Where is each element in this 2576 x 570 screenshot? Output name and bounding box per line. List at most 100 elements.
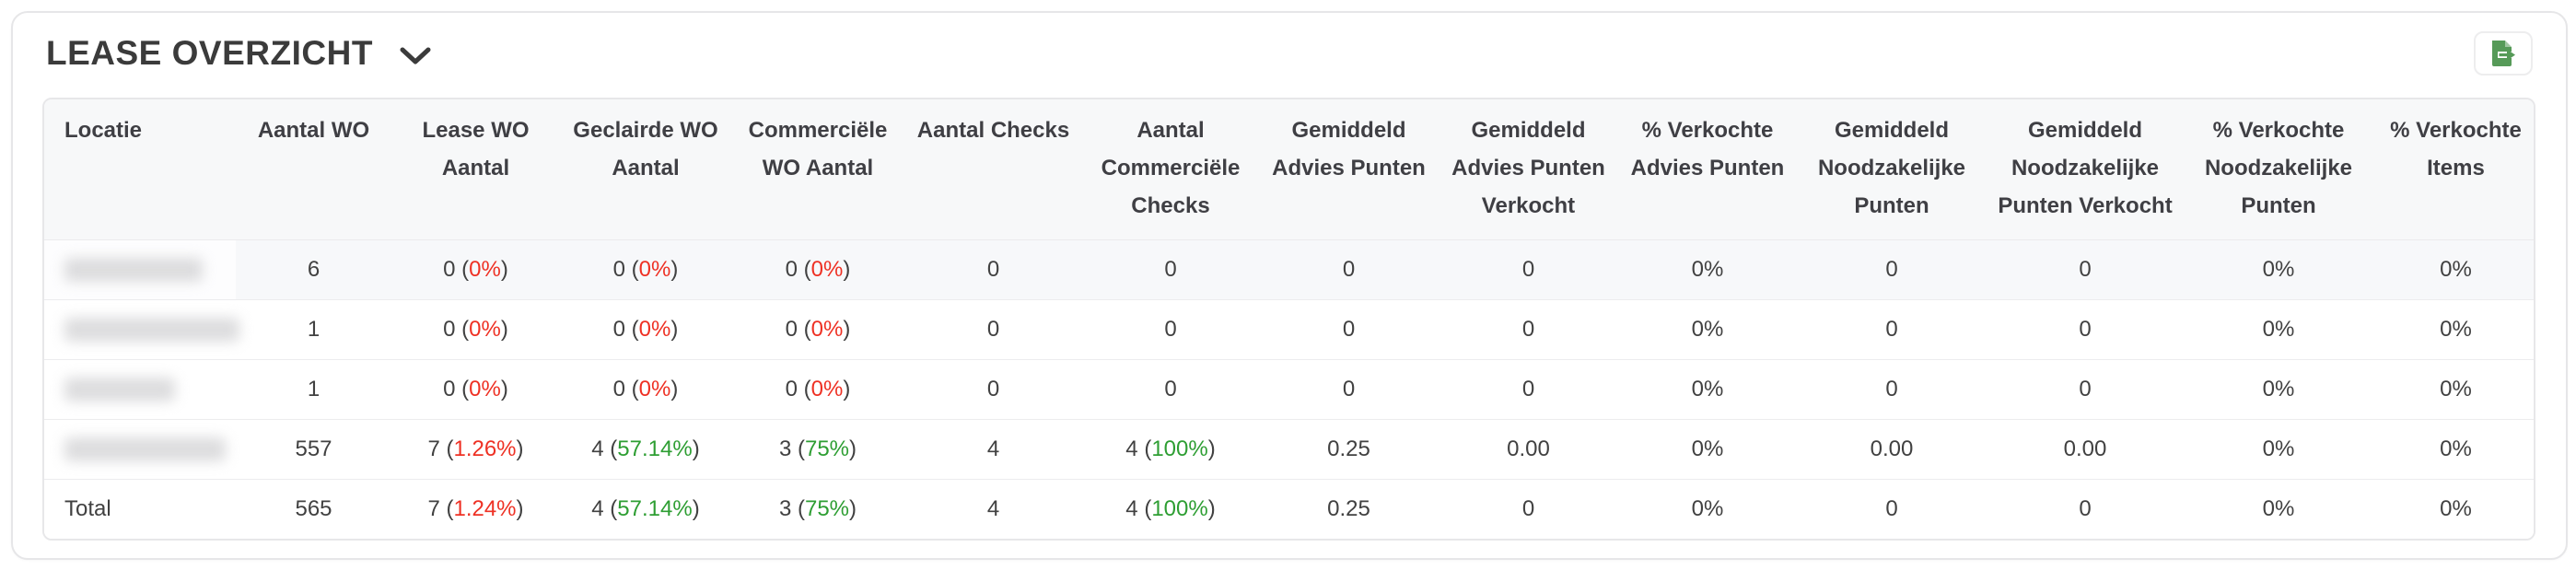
table-cell: 0% <box>2184 419 2373 480</box>
export-button[interactable] <box>2474 31 2533 76</box>
table-cell: 0% <box>1618 359 1797 420</box>
table-cell: 0% <box>2184 359 2373 420</box>
table-cell: 0 (0%) <box>731 239 904 300</box>
cell-count: 4 ( <box>1125 436 1152 462</box>
chevron-down-icon <box>400 47 431 64</box>
cell-count: 0 ( <box>443 377 470 402</box>
cell-count: 3 ( <box>778 436 805 462</box>
lease-table: Locatie Aantal WO Lease WO Aantal Geclairde… <box>42 98 2535 541</box>
table-cell: 0 <box>1987 359 2184 420</box>
cell-paren: ) <box>516 436 524 462</box>
cell-paren: ) <box>692 496 700 522</box>
cell-count: 0 ( <box>612 257 639 283</box>
cell-paren: ) <box>1207 436 1216 462</box>
table-cell: 1 <box>236 359 391 420</box>
total-cell: 0.25 <box>1259 479 1439 540</box>
table-cell: 0 (0%) <box>560 359 731 420</box>
cell-percentage: 0% <box>469 317 501 343</box>
cell-paren: ) <box>1207 496 1216 522</box>
total-row: Total 565 7 (1.24%) 4 (57.14%) 3 (75%) 4 4 (10… <box>44 479 2534 540</box>
location-name-redacted <box>64 378 175 402</box>
column-header-geclairde-wo-aantal: Geclairde WO Aantal <box>560 99 731 241</box>
table-cell: 0 <box>1987 299 2184 360</box>
total-cell: 3 (75%) <box>731 479 904 540</box>
total-cell: 0 <box>1987 479 2184 540</box>
cell-percentage: 100% <box>1151 436 1208 462</box>
table-cell: 0 <box>1987 239 2184 300</box>
table-cell: 0 <box>1439 239 1618 300</box>
table-cell: 0 <box>904 299 1082 360</box>
panel-title: LEASE OVERZICHT <box>46 34 373 72</box>
cell-percentage: 57.14% <box>617 496 693 522</box>
table-cell: 0 (0%) <box>391 359 560 420</box>
table-cell: 0 (0%) <box>731 359 904 420</box>
table-cell: 0% <box>2373 299 2534 360</box>
location-cell <box>44 239 236 300</box>
column-header-lease-wo-aantal: Lease WO Aantal <box>391 99 560 241</box>
cell-percentage: 75% <box>804 496 850 522</box>
cell-percentage: 100% <box>1151 496 1208 522</box>
cell-percentage: 1.24% <box>453 496 517 522</box>
table-cell: 0 (0%) <box>560 239 731 300</box>
cell-paren: ) <box>849 436 857 462</box>
cell-paren: ) <box>670 257 679 283</box>
lease-overview-table: Locatie Aantal WO Lease WO Aantal Geclairde… <box>44 99 2534 540</box>
cell-paren: ) <box>849 496 857 522</box>
table-cell: 0 <box>1439 299 1618 360</box>
table-cell: 0% <box>1618 299 1797 360</box>
table-cell: 0 (0%) <box>391 239 560 300</box>
table-cell: 0 <box>1797 359 1987 420</box>
table-cell: 4 (100%) <box>1082 419 1259 480</box>
cell-paren: ) <box>500 377 508 402</box>
total-cell: 0 <box>1439 479 1618 540</box>
cell-count: 7 ( <box>427 436 454 462</box>
total-cell: 4 (57.14%) <box>560 479 731 540</box>
cell-percentage: 0% <box>469 257 501 283</box>
table-cell: 0 <box>904 239 1082 300</box>
cell-paren: ) <box>516 496 524 522</box>
table-cell: 0% <box>1618 419 1797 480</box>
cell-paren: ) <box>843 377 851 402</box>
cell-count: 0 ( <box>785 377 811 402</box>
table-cell: 0 <box>1082 239 1259 300</box>
cell-percentage: 0% <box>810 377 844 402</box>
cell-count: 7 ( <box>427 496 454 522</box>
total-cell: 0 <box>1797 479 1987 540</box>
panel-header: LEASE OVERZICHT <box>13 13 2566 76</box>
total-cell: 565 <box>236 479 391 540</box>
cell-paren: ) <box>692 436 700 462</box>
cell-percentage: 0% <box>638 317 671 343</box>
panel-collapse-toggle[interactable]: LEASE OVERZICHT <box>46 34 432 73</box>
column-header-verkochte-noodzakelijke-punten: % Verkochte Noodzakelijke Punten <box>2184 99 2373 241</box>
location-cell <box>44 359 236 420</box>
column-header-verkochte-advies-punten: % Verkochte Advies Punten <box>1618 99 1797 241</box>
cell-count: 4 ( <box>591 496 618 522</box>
cell-paren: ) <box>500 257 508 283</box>
cell-percentage: 0% <box>469 377 501 402</box>
cell-percentage: 0% <box>638 257 671 283</box>
total-cell: 4 (100%) <box>1082 479 1259 540</box>
cell-percentage: 0% <box>638 377 671 402</box>
table-cell: 0 <box>1797 239 1987 300</box>
cell-paren: ) <box>843 257 851 283</box>
cell-paren: ) <box>670 317 679 343</box>
location-cell <box>44 419 236 480</box>
column-header-locatie: Locatie <box>44 99 236 241</box>
total-cell: 7 (1.24%) <box>391 479 560 540</box>
column-header-aantal-wo: Aantal WO <box>236 99 391 241</box>
cell-count: 4 ( <box>1125 496 1152 522</box>
table-cell: 0.00 <box>1439 419 1618 480</box>
table-cell: 6 <box>236 239 391 300</box>
cell-count: 0 ( <box>443 257 470 283</box>
table-cell: 0 <box>1259 239 1439 300</box>
column-header-verkochte-items: % Verkochte Items <box>2373 99 2534 241</box>
table-cell: 0 <box>1259 299 1439 360</box>
table-cell: 0 <box>1259 359 1439 420</box>
cell-paren: ) <box>843 317 851 343</box>
cell-percentage: 0% <box>810 317 844 343</box>
file-export-icon <box>2492 41 2515 66</box>
cell-count: 0 ( <box>612 317 639 343</box>
table-cell: 0 (0%) <box>560 299 731 360</box>
column-header-aantal-commerci-le-checks: Aantal Commerciële Checks <box>1082 99 1259 241</box>
